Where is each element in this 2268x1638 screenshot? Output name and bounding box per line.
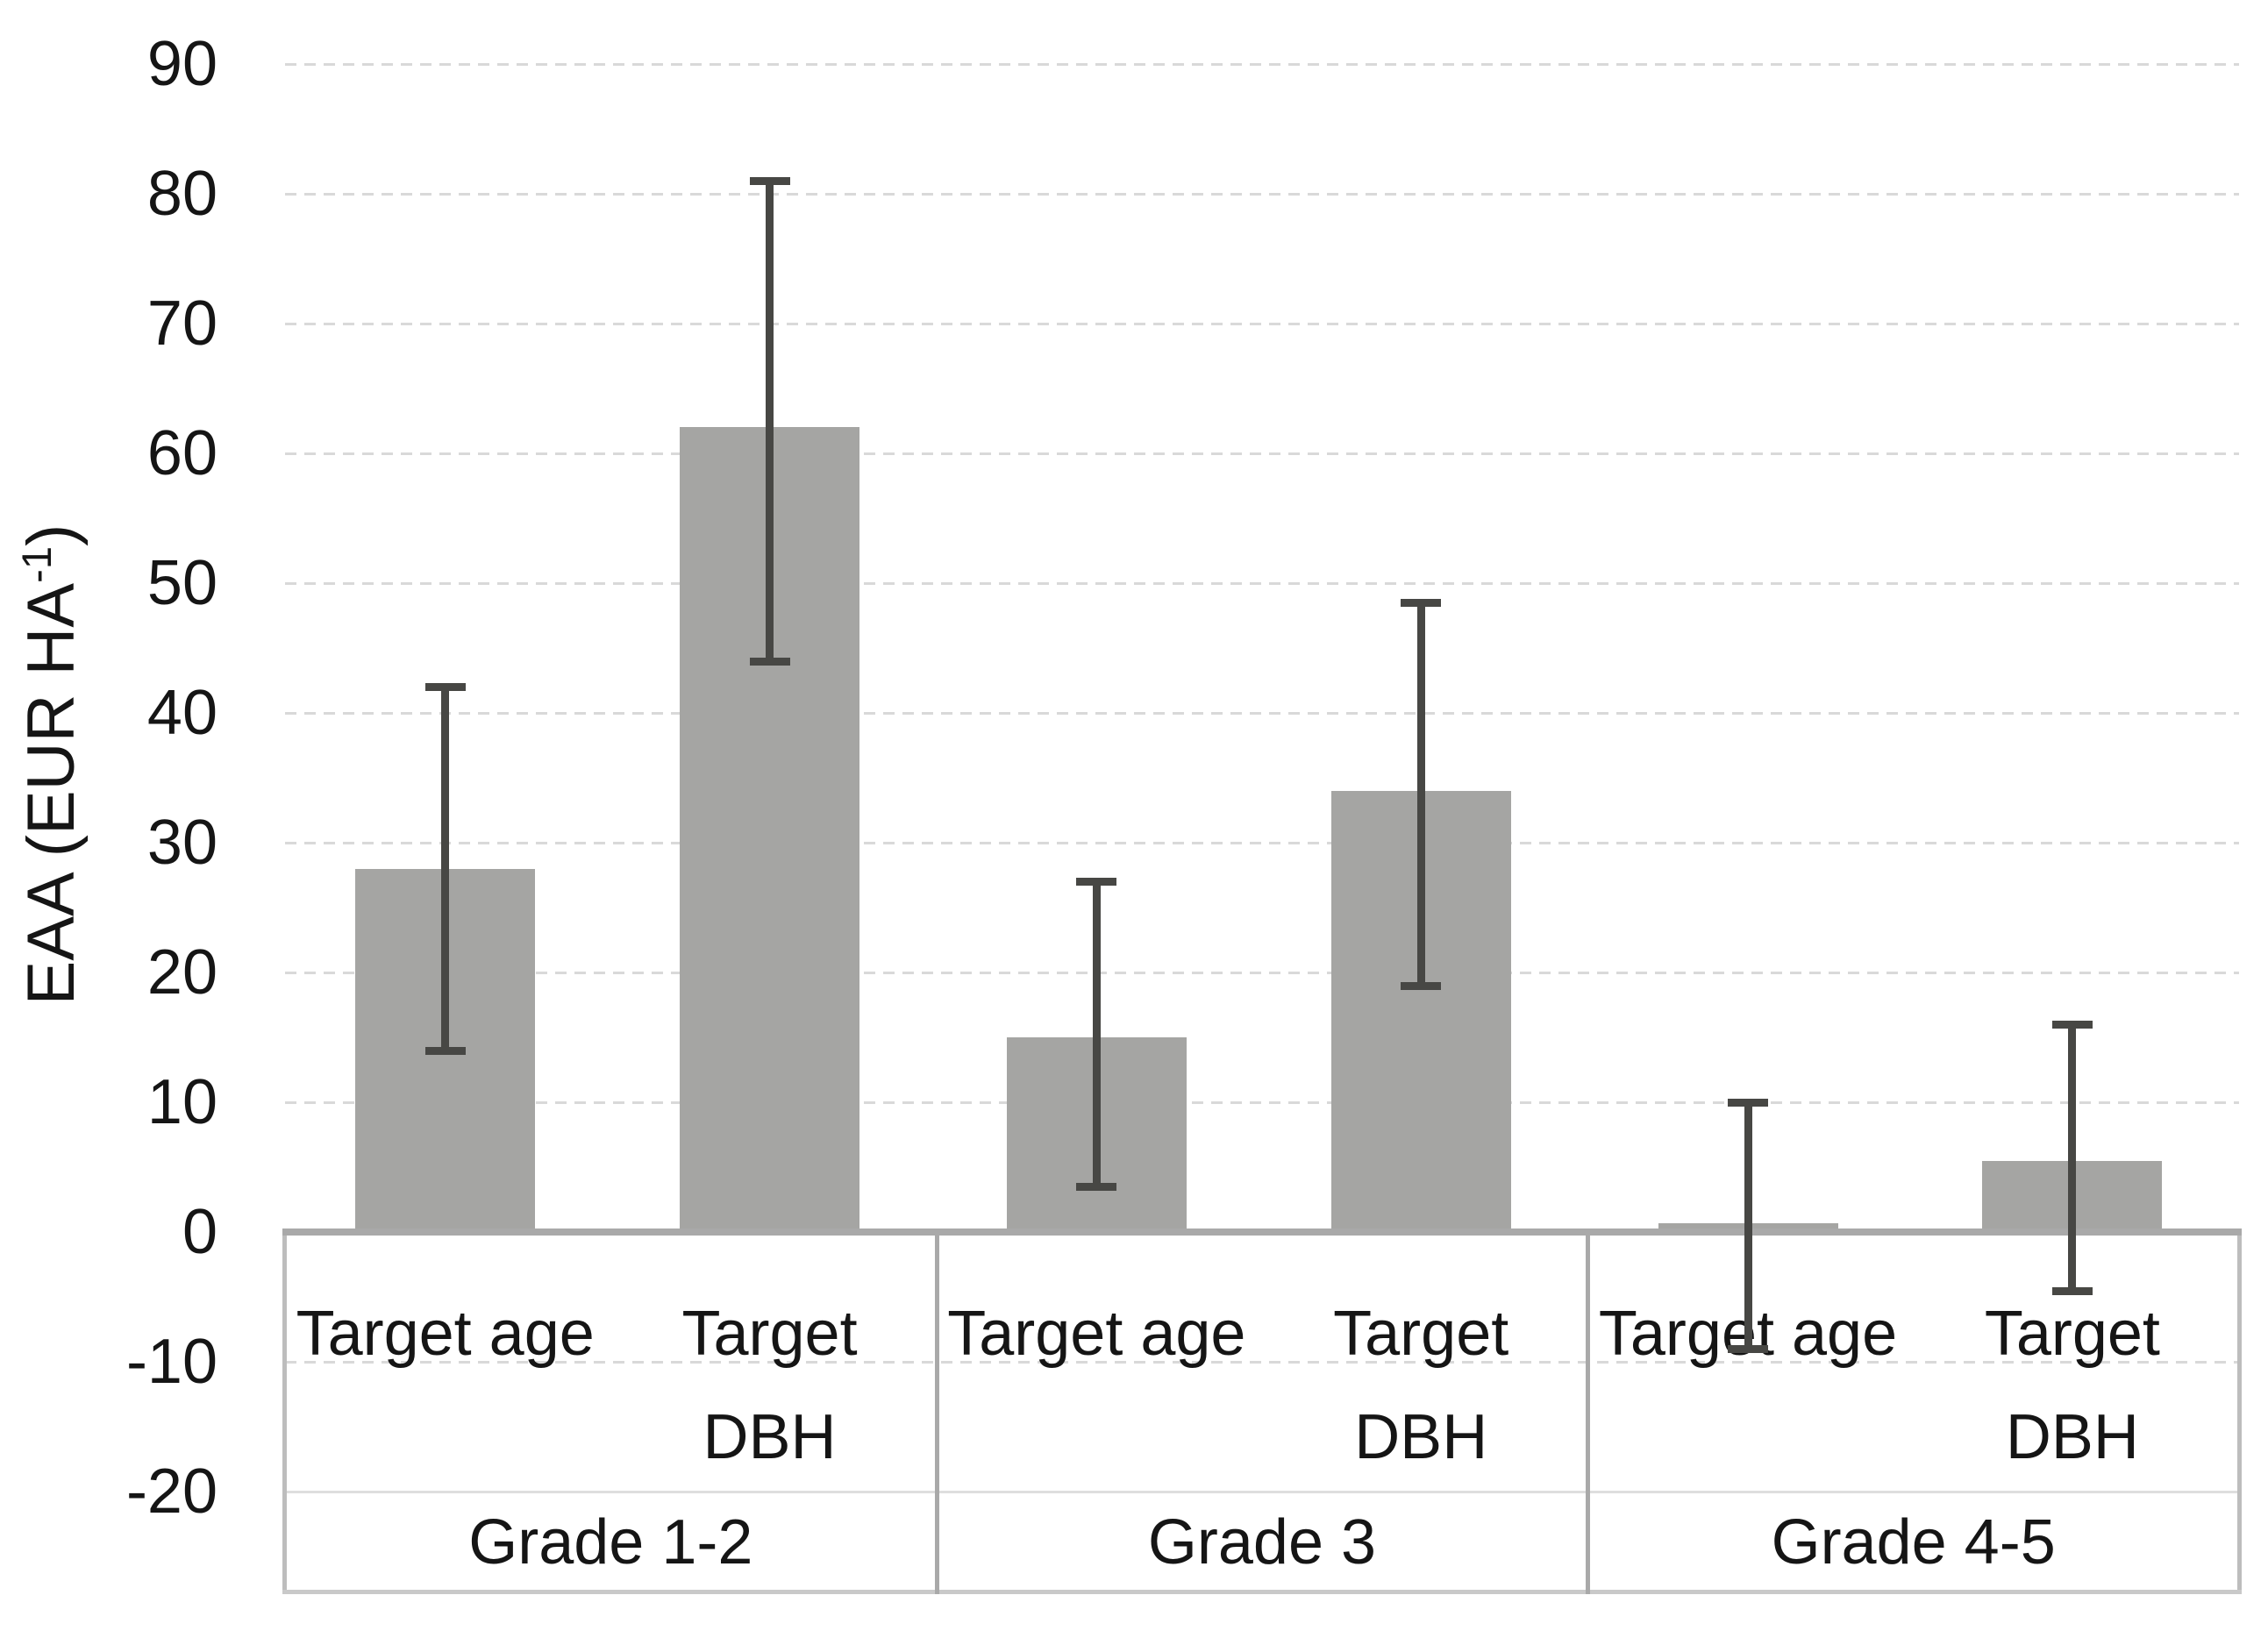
error-bar-cap-top	[1401, 599, 1442, 608]
bar-tick-label: Target DBH	[1254, 1282, 1587, 1489]
label-box-right-border	[2237, 1232, 2242, 1594]
group-label-grade-3: Grade 3	[1147, 1507, 1377, 1577]
bar-tick-label-line: Target	[1984, 1299, 2160, 1369]
gridline-60	[285, 452, 2239, 455]
y-tick-label--10: -10	[125, 1327, 218, 1397]
gridline-80	[285, 193, 2239, 196]
gridline-70	[285, 323, 2239, 325]
y-tick-label-90: 90	[146, 29, 218, 99]
error-bar-cap-bottom	[1076, 1183, 1117, 1192]
bar-tick-label: Target age	[930, 1282, 1263, 1385]
bar-tick-label-line: Target age	[947, 1299, 1246, 1369]
y-tick-label-40: 40	[146, 678, 218, 748]
error-bar-line	[2068, 1024, 2077, 1291]
error-bar-cap-bottom	[424, 1046, 466, 1055]
group-divider	[934, 1232, 939, 1594]
gridline-20	[285, 972, 2239, 974]
y-tick-label--20: -20	[125, 1456, 218, 1527]
bar-tick-label-line: Target age	[296, 1299, 595, 1369]
group-divider	[1586, 1232, 1591, 1594]
y-tick-label-50: 50	[146, 548, 218, 618]
bar-tick-label: Target age	[279, 1282, 612, 1385]
y-tick-label-20: 20	[146, 937, 218, 1008]
error-bar-cap-bottom	[2051, 1286, 2093, 1295]
group-label-grade-4-5: Grade 4-5	[1771, 1507, 2056, 1577]
error-bar-line	[1416, 602, 1425, 986]
label-box-left-border	[282, 1232, 287, 1594]
bar-tick-label-line: DBH	[1354, 1402, 1488, 1472]
group-label-grade-1-2: Grade 1-2	[468, 1507, 753, 1577]
error-bar-cap-top	[749, 177, 790, 186]
y-axis-title-close-paren: )	[14, 523, 89, 546]
bar-tick-label-line: Target	[681, 1299, 858, 1369]
gridline-10	[285, 1101, 2239, 1104]
x-axis-line	[282, 1228, 2242, 1236]
gridline-40	[285, 712, 2239, 715]
bar-tick-label: Target DBH	[603, 1282, 937, 1489]
gridline-30	[285, 842, 2239, 844]
error-bar-line	[1744, 1102, 1752, 1350]
bar-tick-label-line: Target	[1333, 1299, 1509, 1369]
error-bar-cap-top	[1076, 878, 1117, 887]
error-bar-cap-bottom	[1728, 1345, 1769, 1354]
error-bar-cap-top	[1728, 1099, 1769, 1107]
error-bar-line	[766, 181, 774, 661]
error-bar-cap-bottom	[749, 657, 790, 666]
gridline-90	[285, 63, 2239, 66]
y-tick-label-80: 80	[146, 159, 218, 229]
bar-tick-label-line: DBH	[703, 1402, 837, 1472]
error-bar-line	[1092, 881, 1101, 1187]
error-bar-line	[441, 687, 450, 1050]
y-tick-label-0: 0	[182, 1197, 218, 1267]
error-bar-cap-bottom	[1401, 981, 1442, 990]
y-tick-label-70: 70	[146, 288, 218, 359]
bar-tick-label-line: DBH	[2005, 1402, 2139, 1472]
y-tick-label-10: 10	[146, 1067, 218, 1137]
gridline-50	[285, 582, 2239, 585]
bar-tick-label: Target DBH	[1906, 1282, 2239, 1489]
y-tick-label-60: 60	[146, 418, 218, 488]
y-tick-label-30: 30	[146, 808, 218, 878]
gridline--20	[285, 1491, 2239, 1493]
error-bar-cap-top	[424, 683, 466, 692]
gridline--10	[285, 1361, 2239, 1364]
error-bar-cap-top	[2051, 1021, 2093, 1029]
label-box-bottom-border	[282, 1590, 2242, 1594]
